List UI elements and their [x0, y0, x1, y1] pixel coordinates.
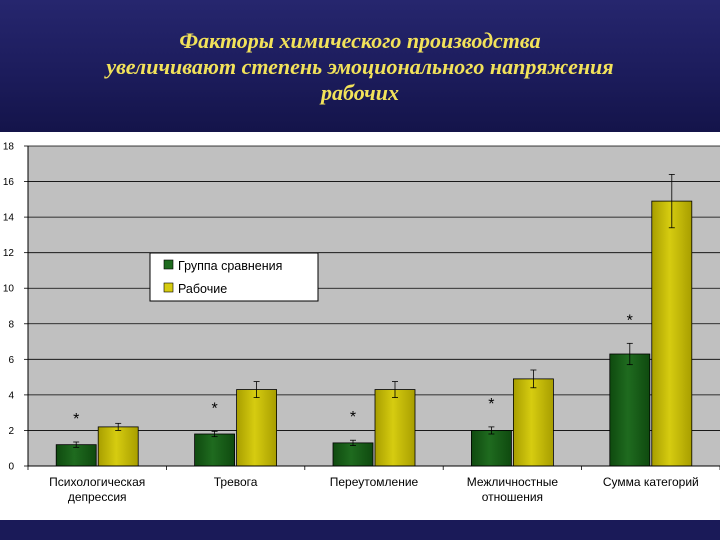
significance-marker: * [211, 400, 217, 417]
legend-box [149, 252, 319, 302]
bar [374, 389, 416, 467]
y-tick-label: 14 [3, 213, 15, 224]
y-tick-label: 2 [8, 426, 14, 437]
bar [332, 442, 374, 467]
category-label: Сумма категорий [603, 475, 699, 489]
significance-marker: * [73, 411, 79, 428]
bar [651, 200, 693, 467]
x-axis: Психологическая депрессия Тревога Переутомл… [27, 465, 720, 504]
legend-swatch-comparison [163, 259, 174, 270]
significance-marker: * [488, 396, 494, 413]
category-label: Тревога [214, 475, 258, 489]
y-tick-label: 16 [3, 177, 15, 188]
bar [194, 433, 236, 467]
bar [609, 353, 651, 467]
y-tick-label: 8 [8, 319, 14, 330]
category-label-line: отношения [482, 490, 543, 504]
bars: * * * * * [55, 174, 693, 467]
category-label-line: Психологическая [49, 475, 145, 489]
gridlines [28, 145, 720, 467]
category-label: Психологическая депрессия [49, 475, 145, 504]
plot-area [28, 146, 720, 466]
y-tick-label: 10 [3, 284, 15, 295]
legend-label-workers: Рабочие [178, 282, 227, 296]
category-label-line: Межличностные [467, 475, 559, 489]
y-tick-label: 0 [8, 462, 14, 473]
y-tick-label: 18 [3, 142, 15, 153]
legend-swatch-workers [163, 282, 174, 293]
y-tick-label: 12 [3, 248, 15, 259]
bar [513, 378, 554, 467]
category-label-line: депрессия [68, 490, 127, 504]
category-label: Переутомление [330, 475, 419, 489]
y-tick-label: 6 [8, 355, 14, 366]
legend: Группа сравнения Рабочие [149, 252, 319, 302]
significance-marker: * [627, 312, 633, 329]
bar [97, 426, 139, 467]
bar [55, 444, 97, 467]
category-label-line: Тревога [214, 475, 258, 489]
significance-marker: * [350, 409, 356, 426]
category-label-line: Переутомление [330, 475, 419, 489]
title-banner: Факторы химического производства увеличи… [0, 0, 720, 132]
slide-title: Факторы химического производства увеличи… [0, 28, 720, 106]
bar [236, 389, 278, 467]
y-axis: 0 2 4 6 8 10 12 14 16 18 [3, 142, 29, 473]
bar [470, 430, 512, 467]
category-label: Межличностные отношения [467, 475, 559, 504]
legend-label-comparison: Группа сравнения [178, 259, 282, 273]
title-line: увеличивают степень эмоционального напря… [106, 54, 614, 79]
bar-chart: 0 2 4 6 8 10 12 14 16 18 * * * * * Психологическая деп… [3, 142, 720, 504]
y-tick-label: 4 [8, 390, 14, 401]
title-line: рабочих [321, 80, 399, 105]
footer-bar [0, 520, 720, 540]
title-line: Факторы химического производства [179, 28, 541, 53]
category-label-line: Сумма категорий [603, 475, 699, 489]
